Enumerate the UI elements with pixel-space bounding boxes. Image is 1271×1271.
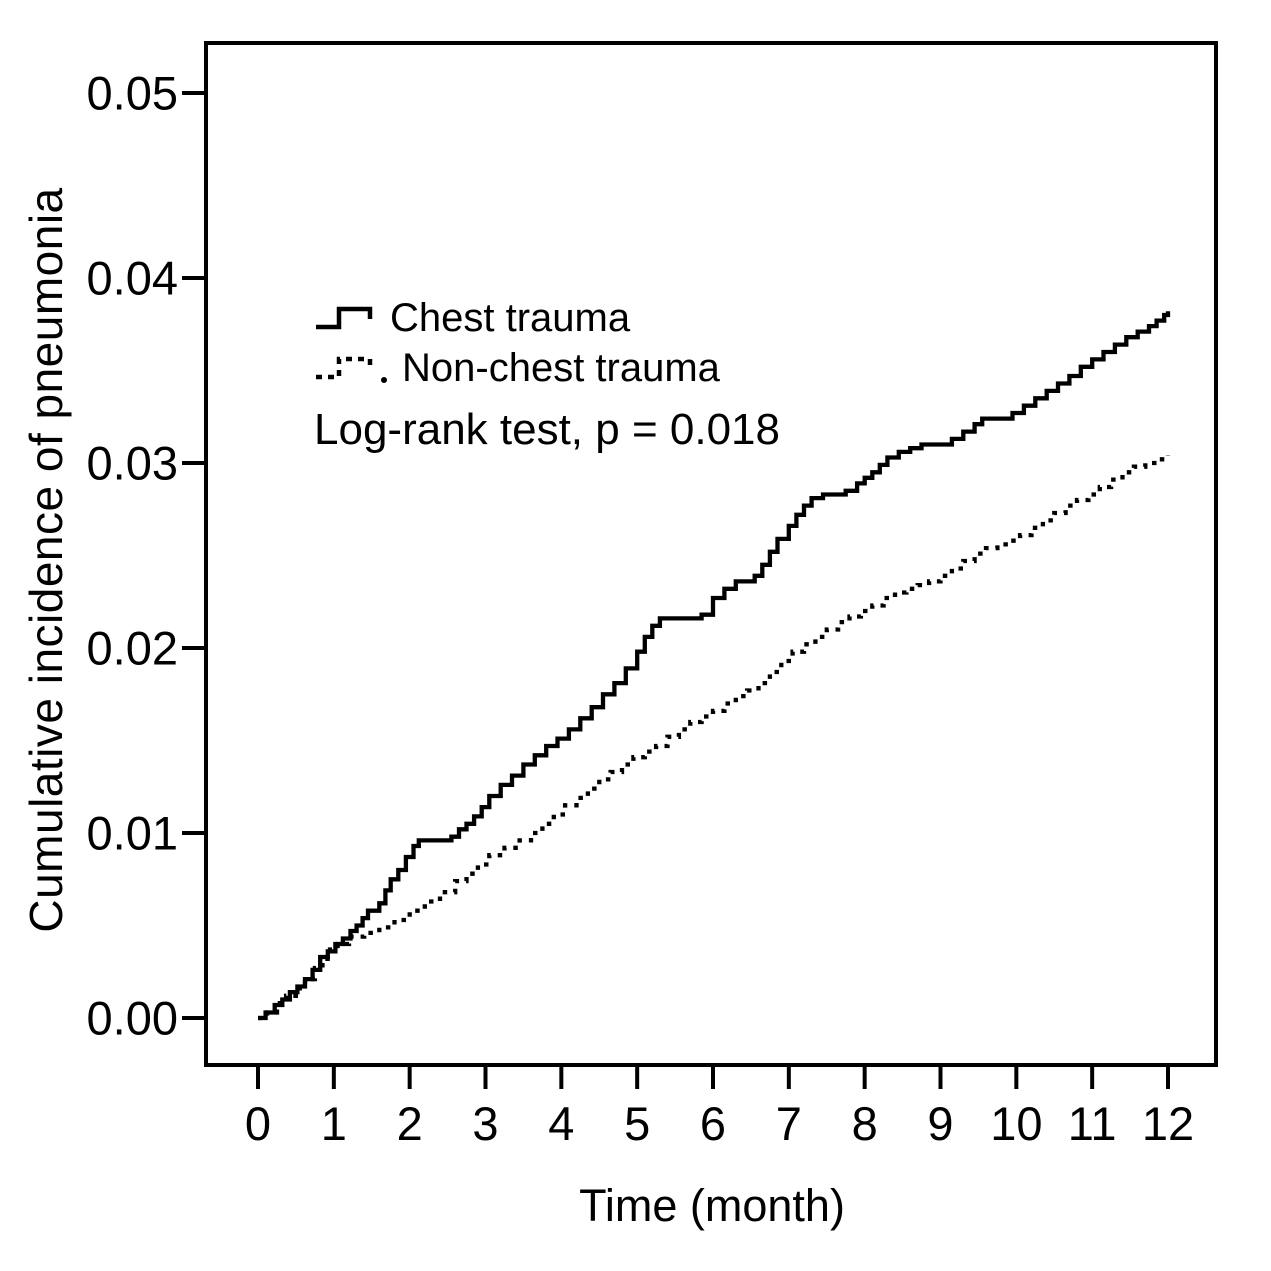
x-tick-label: 4 [548, 1097, 575, 1150]
curve-non-chest-trauma [258, 455, 1171, 1021]
y-tick-label: 0.05 [86, 66, 178, 120]
x-tick-label: 3 [472, 1097, 499, 1150]
plot-frame [204, 41, 1218, 1067]
x-tick-label: 7 [775, 1097, 802, 1150]
y-tick-label: 0.01 [86, 806, 178, 860]
x-tick-label: 0 [244, 1097, 272, 1150]
x-axis-title: Time (month) [579, 1180, 845, 1231]
x-tick-label: 11 [1067, 1097, 1117, 1150]
x-tick-label: 6 [699, 1097, 727, 1150]
curve-chest-trauma [258, 311, 1171, 1021]
y-axis-title: Cumulative incidence of pneumonia [20, 187, 72, 933]
x-tick-label: 5 [624, 1097, 651, 1150]
x-tick-label: 2 [396, 1097, 423, 1150]
legend: Chest trauma Non-chest trauma Log-rank t… [314, 293, 780, 455]
y-tick-label: 0.03 [86, 436, 178, 490]
x-tick-label: 9 [927, 1097, 954, 1150]
x-tick-label: 8 [851, 1097, 878, 1150]
legend-label: Chest trauma [390, 295, 631, 340]
solid-step-line-icon [316, 306, 373, 330]
y-tick-label: 0.04 [86, 251, 178, 305]
legend-item-chest-trauma: Chest trauma [314, 293, 780, 343]
log-rank-annotation: Log-rank test, p = 0.018 [314, 405, 780, 454]
x-tick-label: 10 [990, 1097, 1043, 1150]
legend-label: Non-chest trauma [402, 345, 720, 390]
x-tick-label: 1 [320, 1097, 347, 1150]
dashed-step-line-icon [316, 356, 387, 383]
y-tick-label: 0.00 [86, 991, 178, 1045]
y-tick-label: 0.02 [86, 621, 178, 675]
x-tick-label: 12 [1141, 1097, 1195, 1150]
legend-item-non-chest-trauma: Non-chest trauma [314, 343, 780, 393]
